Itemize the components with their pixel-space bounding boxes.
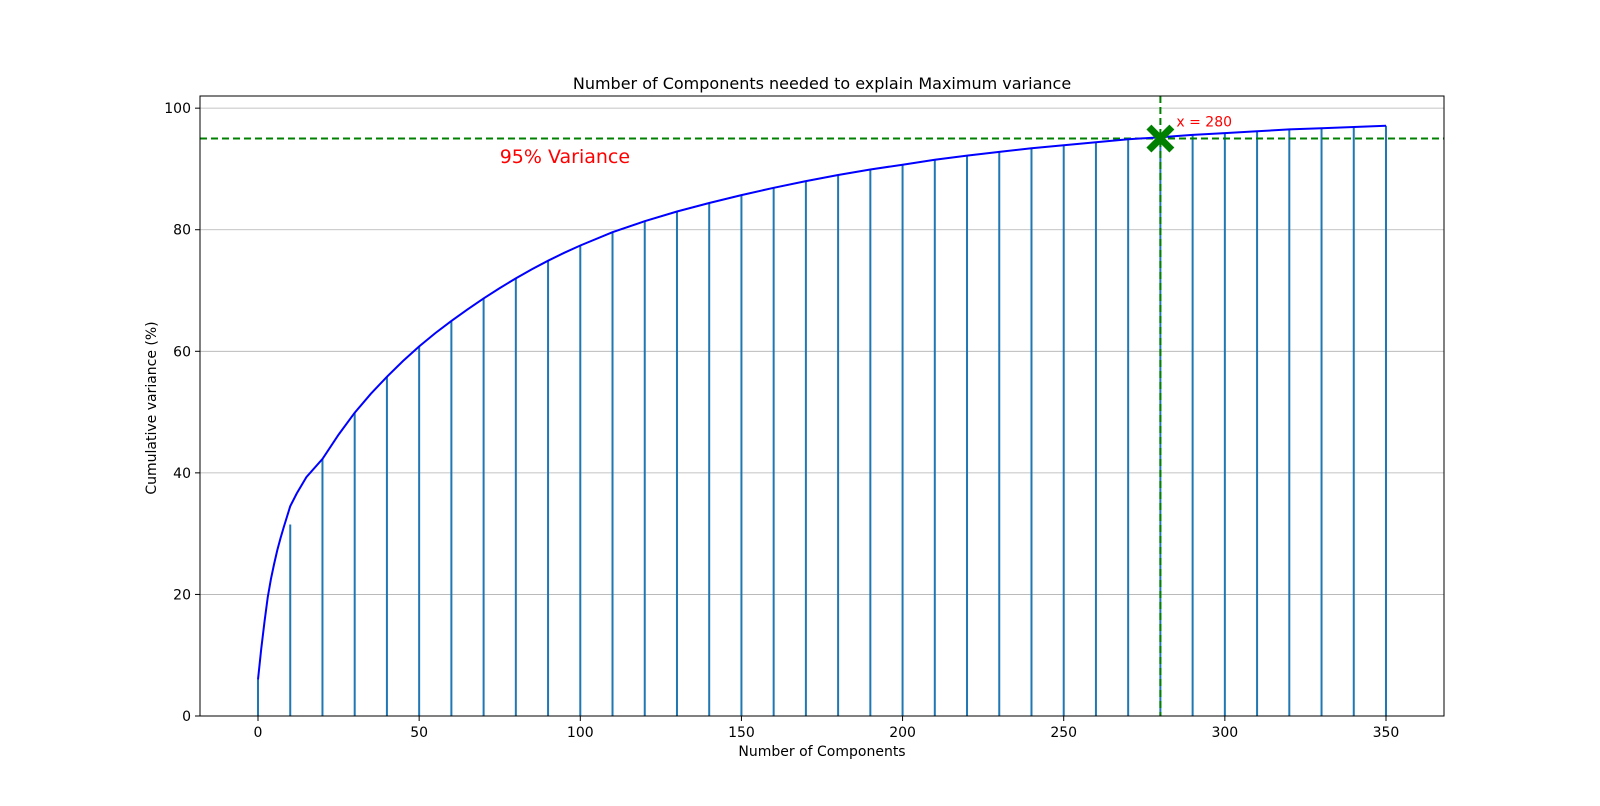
reference-line-layer [200,96,1444,716]
cumulative-variance-line [257,124,1387,680]
x-tick-label: 250 [1050,725,1077,741]
y-axis-label: Cumulative variance (%) [144,321,160,494]
x-tick-label: 150 [728,725,755,741]
variance-annotation: 95% Variance [500,146,630,168]
stem-layer [257,125,1387,716]
y-tick-label: 100 [164,101,191,117]
x-tick-label: 0 [254,725,263,741]
x-tick-label: 200 [889,725,916,741]
x-tick-label: 300 [1211,725,1238,741]
x-tick-label: 50 [410,725,428,741]
series-layer [257,124,1387,680]
marker-label: x = 280 [1176,115,1232,131]
x-tick-label: 350 [1373,725,1400,741]
threshold-marker-icon [1146,124,1175,153]
tick-layer: 0 20 40 60 80 100 0 50 100 150 200 250 300 350 [164,101,1399,741]
y-tick-label: 20 [173,587,191,603]
x-axis-label: Number of Components [738,744,905,760]
y-tick-label: 40 [173,466,191,482]
marker-layer [1146,124,1175,153]
plot-frame [199,95,1445,717]
x-tick-label: 100 [567,725,594,741]
chart-title: Number of Components needed to explain M… [573,74,1071,93]
y-tick-label: 80 [173,223,191,239]
y-tick-label: 0 [182,709,191,725]
y-tick-label: 60 [173,344,191,360]
